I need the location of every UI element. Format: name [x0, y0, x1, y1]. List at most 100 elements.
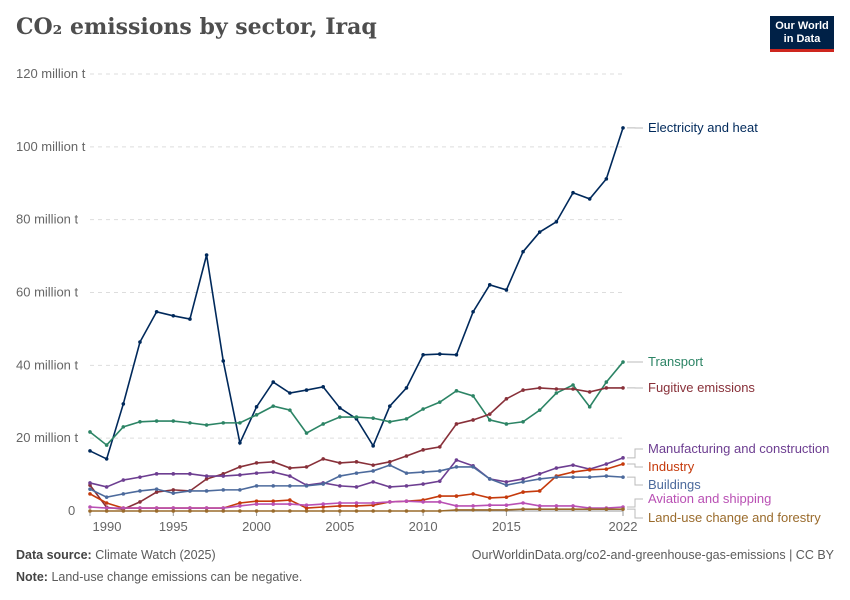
data-point — [587, 475, 592, 479]
data-point — [288, 391, 292, 395]
data-point — [338, 415, 342, 419]
data-point — [188, 421, 192, 425]
data-point — [104, 509, 109, 513]
data-point — [604, 386, 609, 390]
data-point — [154, 506, 159, 510]
data-point — [537, 504, 542, 508]
note-label: Note: — [16, 570, 48, 584]
data-point — [254, 499, 259, 503]
data-point — [487, 508, 492, 512]
x-tick-label: 2010 — [409, 519, 438, 534]
data-point — [471, 504, 475, 508]
data-point — [121, 506, 126, 510]
data-point — [437, 494, 442, 498]
note: Note: Land-use change emissions can be n… — [16, 570, 302, 584]
data-point — [371, 416, 375, 420]
data-point — [171, 419, 176, 423]
x-tick-label: 2005 — [325, 519, 354, 534]
data-point — [371, 480, 375, 484]
data-point — [471, 508, 475, 512]
data-point — [454, 458, 459, 462]
data-point — [437, 509, 442, 513]
data-point — [604, 474, 609, 478]
data-point — [621, 456, 625, 460]
data-point — [288, 498, 292, 502]
data-point — [554, 220, 559, 224]
y-tick-label: 120 million t — [16, 66, 86, 81]
data-point — [454, 508, 459, 512]
data-point — [221, 359, 226, 363]
series-label: Land-use change and forestry — [648, 510, 821, 525]
data-point — [621, 507, 625, 511]
data-point — [154, 490, 159, 494]
data-point — [154, 487, 159, 491]
data-point — [88, 481, 92, 485]
data-point — [454, 422, 459, 426]
data-point — [471, 465, 475, 469]
data-point — [88, 487, 92, 491]
data-point — [138, 475, 142, 479]
series-label: Electricity and heat — [648, 120, 758, 135]
data-point — [154, 509, 159, 513]
data-point — [204, 474, 209, 478]
data-point — [521, 249, 525, 254]
data-point — [321, 482, 325, 486]
data-point — [254, 502, 259, 506]
data-point — [537, 477, 542, 481]
data-point — [421, 482, 425, 486]
data-point — [504, 508, 509, 512]
data-point — [571, 470, 575, 474]
data-point — [487, 418, 492, 422]
data-point — [304, 503, 309, 507]
data-point — [204, 423, 209, 427]
data-point — [188, 489, 192, 493]
data-point — [238, 441, 242, 445]
data-point — [271, 499, 276, 503]
source-url[interactable]: OurWorldinData.org/co2-and-greenhouse-ga… — [471, 548, 834, 562]
y-tick-label: 40 million t — [16, 357, 79, 372]
data-point — [421, 407, 425, 411]
owid-logo[interactable]: Our World in Data — [770, 16, 834, 52]
label-connector — [627, 476, 643, 486]
label-connector — [627, 498, 643, 508]
x-tick-label: 1990 — [93, 519, 122, 534]
data-point — [238, 488, 242, 492]
data-point — [221, 506, 226, 510]
series-label: Fugitive emissions — [648, 380, 755, 395]
data-point — [587, 468, 592, 472]
data-point — [221, 488, 226, 492]
data-point — [621, 126, 625, 130]
data-point — [404, 454, 409, 458]
data-point — [537, 489, 542, 493]
data-point — [354, 415, 359, 419]
data-point — [204, 253, 209, 257]
data-point — [138, 500, 142, 504]
chart-title: CO₂ emissions by sector, Iraq — [16, 14, 377, 40]
data-point — [288, 509, 292, 513]
data-point — [188, 472, 192, 476]
y-tick-label: 0 — [68, 503, 75, 518]
data-point — [204, 509, 209, 513]
data-point — [304, 484, 309, 488]
data-point — [354, 460, 359, 464]
data-point — [288, 474, 292, 478]
data-point — [154, 472, 159, 476]
data-point — [238, 473, 242, 477]
data-point — [154, 419, 159, 423]
data-point — [371, 463, 375, 467]
data-point — [471, 394, 475, 398]
data-point — [321, 509, 325, 513]
series-label: Buildings — [648, 477, 701, 492]
data-point — [188, 506, 192, 510]
source-text[interactable]: Climate Watch (2025) — [95, 548, 216, 562]
data-point — [587, 390, 592, 394]
data-point — [271, 470, 276, 474]
data-point — [621, 462, 625, 466]
data-point — [537, 472, 542, 476]
data-point — [304, 465, 309, 469]
data-point — [537, 230, 542, 234]
data-point — [271, 380, 276, 384]
data-point — [204, 506, 209, 510]
series-line-5 — [89, 464, 624, 498]
data-point — [471, 310, 475, 314]
